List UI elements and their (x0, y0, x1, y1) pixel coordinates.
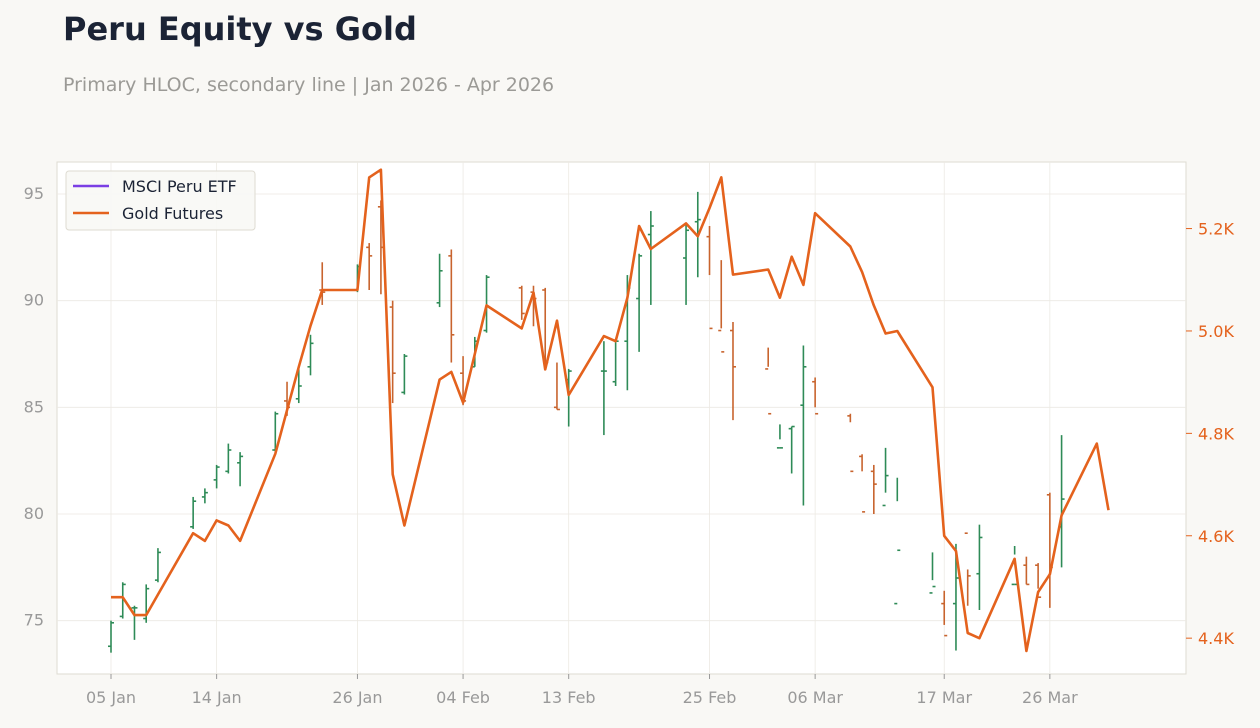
x-tick-label: 25 Feb (683, 688, 737, 707)
x-tick-label: 13 Feb (542, 688, 596, 707)
gold-futures-line (111, 168, 1110, 653)
hloc-bar (483, 275, 490, 333)
x-tick-label: 04 Feb (436, 688, 490, 707)
hloc-bar (800, 345, 807, 506)
legend-label-peru: MSCI Peru ETF (122, 177, 237, 196)
hloc-bar (870, 464, 877, 514)
hloc-bar (119, 582, 126, 619)
hloc-bar (894, 477, 901, 605)
hloc-bar (729, 322, 736, 421)
peru-hloc-series (108, 191, 1065, 653)
hloc-bar (366, 243, 373, 290)
right-axis: 4.4K 4.6K 4.8K 5.0K 5.2K (1186, 220, 1234, 648)
hloc-bar (201, 488, 208, 504)
hloc-bar (518, 285, 525, 320)
chart-subtitle: Primary HLOC, secondary line | Jan 2026 … (63, 74, 555, 96)
hloc-bar (553, 362, 560, 411)
grid (57, 162, 1186, 674)
y-right-tick-label: 4.6K (1198, 527, 1234, 546)
hloc-bar (389, 300, 396, 404)
hloc-bar (636, 253, 643, 352)
x-axis: 05 Jan 14 Jan 26 Jan 04 Feb 13 Feb 25 Feb 06 M… (86, 674, 1078, 707)
x-tick-label: 05 Jan (86, 688, 136, 707)
hloc-bar (683, 223, 690, 305)
hloc-bar (859, 454, 866, 513)
hloc-bar (941, 590, 948, 637)
legend: MSCI Peru ETF Gold Futures (65, 170, 256, 231)
hloc-bar (237, 452, 244, 487)
x-tick-label: 26 Jan (332, 688, 382, 707)
hloc-bar (436, 253, 443, 308)
hloc-bar (647, 211, 654, 305)
y-right-tick-label: 5.2K (1198, 220, 1234, 239)
y-left-tick-label: 85 (24, 397, 44, 416)
y-right-tick-label: 5.0K (1198, 322, 1234, 341)
hloc-bar (143, 584, 150, 623)
hloc-bar (788, 425, 795, 474)
hloc-bar (929, 552, 936, 594)
y-right-tick-label: 4.8K (1198, 424, 1234, 443)
hloc-bar (1035, 563, 1042, 599)
hloc-bar (272, 411, 279, 453)
hloc-bar (225, 443, 232, 474)
hloc-bar (882, 447, 889, 507)
hloc-bar (1023, 556, 1030, 586)
hloc-bar (190, 496, 197, 529)
x-tick-label: 14 Jan (192, 688, 242, 707)
chart-title: Peru Equity vs Gold (63, 10, 417, 48)
hloc-bar (976, 524, 983, 610)
y-left-tick-label: 90 (24, 291, 44, 310)
hloc-bar (706, 226, 713, 330)
plot-area (56, 161, 1187, 675)
hloc-bar (964, 532, 971, 606)
y-left-tick-label: 80 (24, 504, 44, 523)
hloc-bar (847, 413, 854, 473)
hloc-bar (154, 548, 161, 583)
y-right-tick-label: 4.4K (1198, 629, 1234, 648)
hloc-bar (812, 377, 819, 415)
hloc-bar (776, 424, 783, 449)
hloc-bar (108, 620, 114, 653)
x-tick-label: 06 Mar (787, 688, 843, 707)
legend-box (65, 170, 256, 231)
legend-label-gold: Gold Futures (122, 204, 223, 223)
hloc-bar (600, 341, 607, 436)
hloc-bar (448, 249, 455, 363)
hloc-bar (295, 368, 302, 404)
y-left-tick-label: 75 (24, 611, 44, 630)
hloc-bar (213, 464, 220, 489)
x-tick-label: 26 Mar (1022, 688, 1078, 707)
hloc-bar (131, 605, 138, 640)
y-left-tick-label: 95 (24, 184, 44, 203)
x-tick-label: 17 Mar (916, 688, 972, 707)
hloc-bar (952, 543, 959, 651)
hloc-bar (401, 354, 408, 395)
hloc-bar (307, 334, 314, 376)
hloc-bar (718, 260, 725, 353)
hloc-bar (765, 347, 772, 415)
left-axis: 75 80 85 90 95 (24, 184, 44, 630)
